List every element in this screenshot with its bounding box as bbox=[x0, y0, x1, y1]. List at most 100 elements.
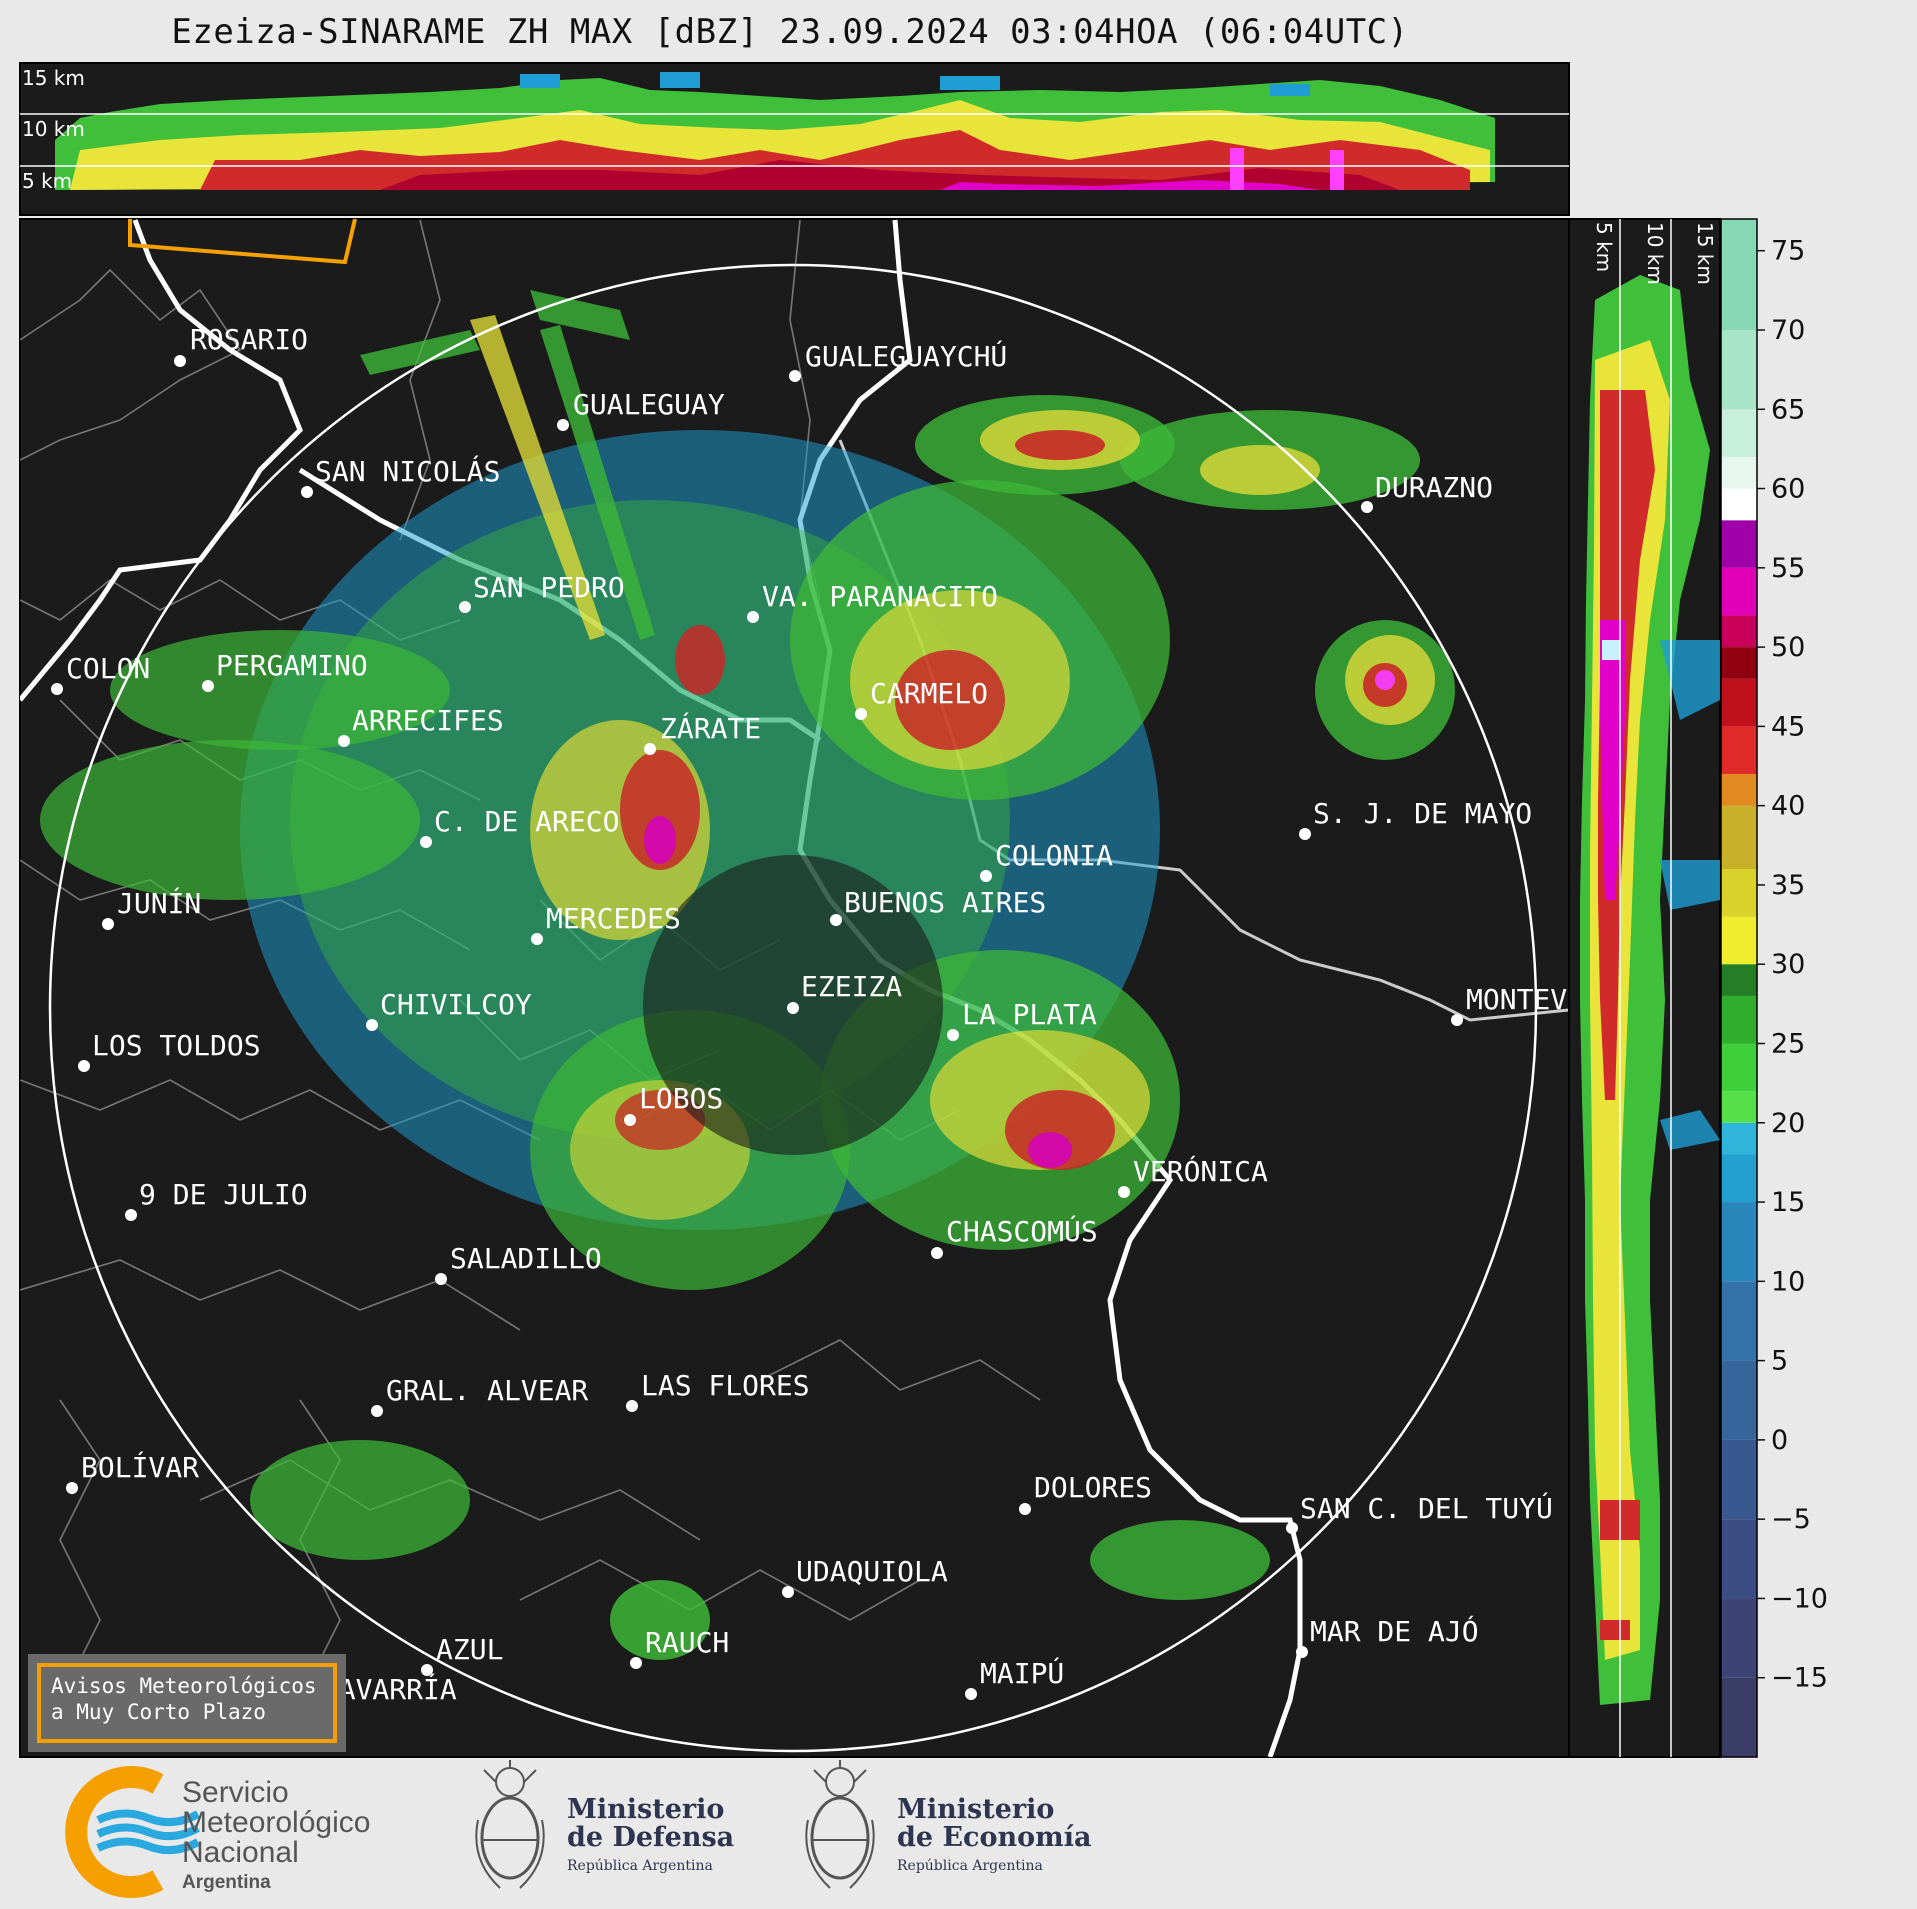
side-altitude-label-15: 15 km bbox=[1693, 222, 1717, 285]
top-cross-section-panel: 15 km 10 km 5 km bbox=[19, 62, 1570, 216]
colorbar-segment bbox=[1721, 1122, 1757, 1155]
colorbar-segment bbox=[1721, 329, 1757, 410]
colorbar-segment bbox=[1721, 456, 1757, 489]
colorbar-tick-label: 20 bbox=[1771, 1108, 1805, 1139]
aviso-line-2: a Muy Corto Plazo bbox=[51, 1700, 266, 1724]
svg-text:CARMELO: CARMELO bbox=[870, 677, 988, 710]
map-title: Ezeiza-SINARAME ZH MAX [dBZ] 23.09.2024 … bbox=[171, 12, 1409, 52]
svg-text:MERCEDES: MERCEDES bbox=[546, 902, 681, 935]
city-markers: ROSARIO GUALEGUAYCHÚ GUALEGUAY SAN NICOL… bbox=[51, 323, 1635, 1716]
coat-of-arms-icon bbox=[475, 1760, 545, 1889]
city-ezeiza: EZEIZA bbox=[787, 970, 902, 1014]
colorbar-segment bbox=[1721, 773, 1757, 806]
city-la-plata: LA PLATA bbox=[947, 998, 1097, 1041]
colorbar-tick-label: 0 bbox=[1771, 1425, 1788, 1456]
svg-text:VA. PARANACITO: VA. PARANACITO bbox=[762, 580, 998, 613]
svg-text:AZUL: AZUL bbox=[436, 1633, 503, 1666]
svg-text:SAN C. DEL TUYÚ: SAN C. DEL TUYÚ bbox=[1300, 1491, 1553, 1525]
city-san-pedro: SAN PEDRO bbox=[459, 571, 625, 613]
city-saladillo: SALADILLO bbox=[435, 1242, 602, 1285]
city-gualeguay: GUALEGUAY bbox=[557, 388, 725, 431]
city-azul: AZUL bbox=[421, 1633, 503, 1676]
svg-text:CHIVILCOY: CHIVILCOY bbox=[380, 988, 532, 1021]
city-carmelo: CARMELO bbox=[855, 677, 988, 720]
colorbar-tick-label: 55 bbox=[1771, 553, 1805, 584]
city-va-paranacito: VA. PARANACITO bbox=[747, 580, 998, 623]
colorbar-tick-label: 25 bbox=[1771, 1028, 1805, 1059]
warning-area-outline bbox=[128, 219, 357, 265]
colorbar-tick-label: 75 bbox=[1771, 236, 1805, 267]
aviso-line-1: Avisos Meteorológicos bbox=[51, 1674, 317, 1698]
city-colonia: COLONIA bbox=[980, 839, 1113, 882]
city-bolivar: BOLÍVAR bbox=[66, 1450, 199, 1494]
svg-text:ZÁRATE: ZÁRATE bbox=[660, 711, 761, 745]
city-san-c-del-tuyu: SAN C. DEL TUYÚ bbox=[1286, 1491, 1553, 1534]
city-maipu: MAIPÚ bbox=[965, 1656, 1064, 1700]
city-gualeguaychu: GUALEGUAYCHÚ bbox=[789, 339, 1007, 382]
colorbar-tick-label: −10 bbox=[1771, 1583, 1828, 1614]
colorbar-segment bbox=[1721, 1043, 1757, 1092]
colorbar-segment bbox=[1721, 995, 1757, 1044]
colorbar-tick-label: 30 bbox=[1771, 949, 1805, 980]
city-lobos: LOBOS bbox=[624, 1082, 723, 1126]
colorbar-tick-label: 50 bbox=[1771, 632, 1805, 663]
radar-echoes bbox=[40, 290, 1455, 1660]
top-altitude-label-5: 5 km bbox=[22, 169, 72, 193]
colorbar-segment bbox=[1721, 567, 1757, 616]
colorbar-segment bbox=[1721, 1202, 1757, 1282]
economia-wordmark: Ministerio de Economía República Argenti… bbox=[897, 1794, 1092, 1875]
svg-text:GUALEGUAYCHÚ: GUALEGUAYCHÚ bbox=[805, 339, 1007, 373]
colorbar-segment bbox=[1721, 1091, 1757, 1123]
aviso-box: Avisos Meteorológicos a Muy Corto Plazo bbox=[28, 1654, 346, 1752]
city-rauch: RAUCH bbox=[630, 1626, 729, 1669]
svg-text:BUENOS AIRES: BUENOS AIRES bbox=[844, 886, 1046, 919]
top-altitude-label-10: 10 km bbox=[22, 117, 85, 141]
colorbar-tick-label: 60 bbox=[1771, 474, 1805, 505]
svg-text:UDAQUIOLA: UDAQUIOLA bbox=[796, 1555, 948, 1588]
logos-footer: Servicio Meteorológico Nacional Argentin… bbox=[0, 1760, 1917, 1909]
colorbar-segment bbox=[1721, 219, 1757, 330]
side-altitude-label-5: 5 km bbox=[1592, 222, 1616, 272]
city-pergamino: PERGAMINO bbox=[202, 649, 368, 692]
colorbar-segment bbox=[1721, 916, 1757, 965]
side-cross-section-panel: 5 km 10 km 15 km bbox=[1568, 218, 1721, 1758]
svg-text:MONTEVIDEO: MONTEVIDEO bbox=[1466, 983, 1635, 1016]
range-ring bbox=[48, 263, 1538, 1753]
coat-of-arms-icon bbox=[805, 1760, 875, 1889]
svg-text:ARRECIFES: ARRECIFES bbox=[352, 704, 504, 737]
city-9-de-julio: 9 DE JULIO bbox=[125, 1178, 308, 1221]
city-montevideo: MONTEVIDEO bbox=[1451, 983, 1635, 1026]
city-arrecifes: ARRECIFES bbox=[338, 704, 504, 747]
svg-text:GUALEGUAY: GUALEGUAY bbox=[573, 388, 725, 421]
svg-text:ROSARIO: ROSARIO bbox=[190, 323, 308, 356]
colorbar-tick-label: 45 bbox=[1771, 711, 1805, 742]
city-chascomus: CHASCOMÚS bbox=[931, 1214, 1098, 1259]
svg-text:VERÓNICA: VERÓNICA bbox=[1133, 1154, 1268, 1188]
svg-text:LA PLATA: LA PLATA bbox=[962, 998, 1097, 1031]
city-s-j-de-mayo: S. J. DE MAYO bbox=[1299, 797, 1532, 840]
colorbar-segment bbox=[1721, 1360, 1757, 1440]
top-cross-section-echoes bbox=[55, 72, 1495, 190]
svg-text:MAR DE AJÓ: MAR DE AJÓ bbox=[1310, 1614, 1479, 1648]
city-colon: COLON bbox=[51, 652, 150, 695]
colorbar-segment bbox=[1721, 647, 1757, 679]
svg-text:EZEIZA: EZEIZA bbox=[801, 970, 902, 1003]
svg-text:PERGAMINO: PERGAMINO bbox=[216, 649, 368, 682]
city-dolores: DOLORES bbox=[1019, 1471, 1152, 1515]
colorbar-segment bbox=[1721, 409, 1757, 457]
colorbar-tick-label: 70 bbox=[1771, 315, 1805, 346]
svg-text:BOLÍVAR: BOLÍVAR bbox=[81, 1450, 199, 1484]
city-buenos-aires: BUENOS AIRES bbox=[830, 886, 1046, 926]
colorbar-segment bbox=[1721, 964, 1757, 996]
svg-text:RAUCH: RAUCH bbox=[645, 1626, 729, 1659]
city-c-de-areco: C. DE ARECO bbox=[420, 805, 619, 848]
city-durazno: DURAZNO bbox=[1361, 471, 1493, 513]
svg-text:MAIPÚ: MAIPÚ bbox=[980, 1656, 1064, 1690]
colorbar-segment bbox=[1721, 488, 1757, 521]
city-mercedes: MERCEDES bbox=[531, 902, 681, 945]
svg-text:CHASCOMÚS: CHASCOMÚS bbox=[946, 1214, 1098, 1248]
svg-text:LAS FLORES: LAS FLORES bbox=[641, 1369, 810, 1402]
colorbar-tick-label: −15 bbox=[1771, 1663, 1828, 1694]
colorbar-segment bbox=[1721, 520, 1757, 568]
